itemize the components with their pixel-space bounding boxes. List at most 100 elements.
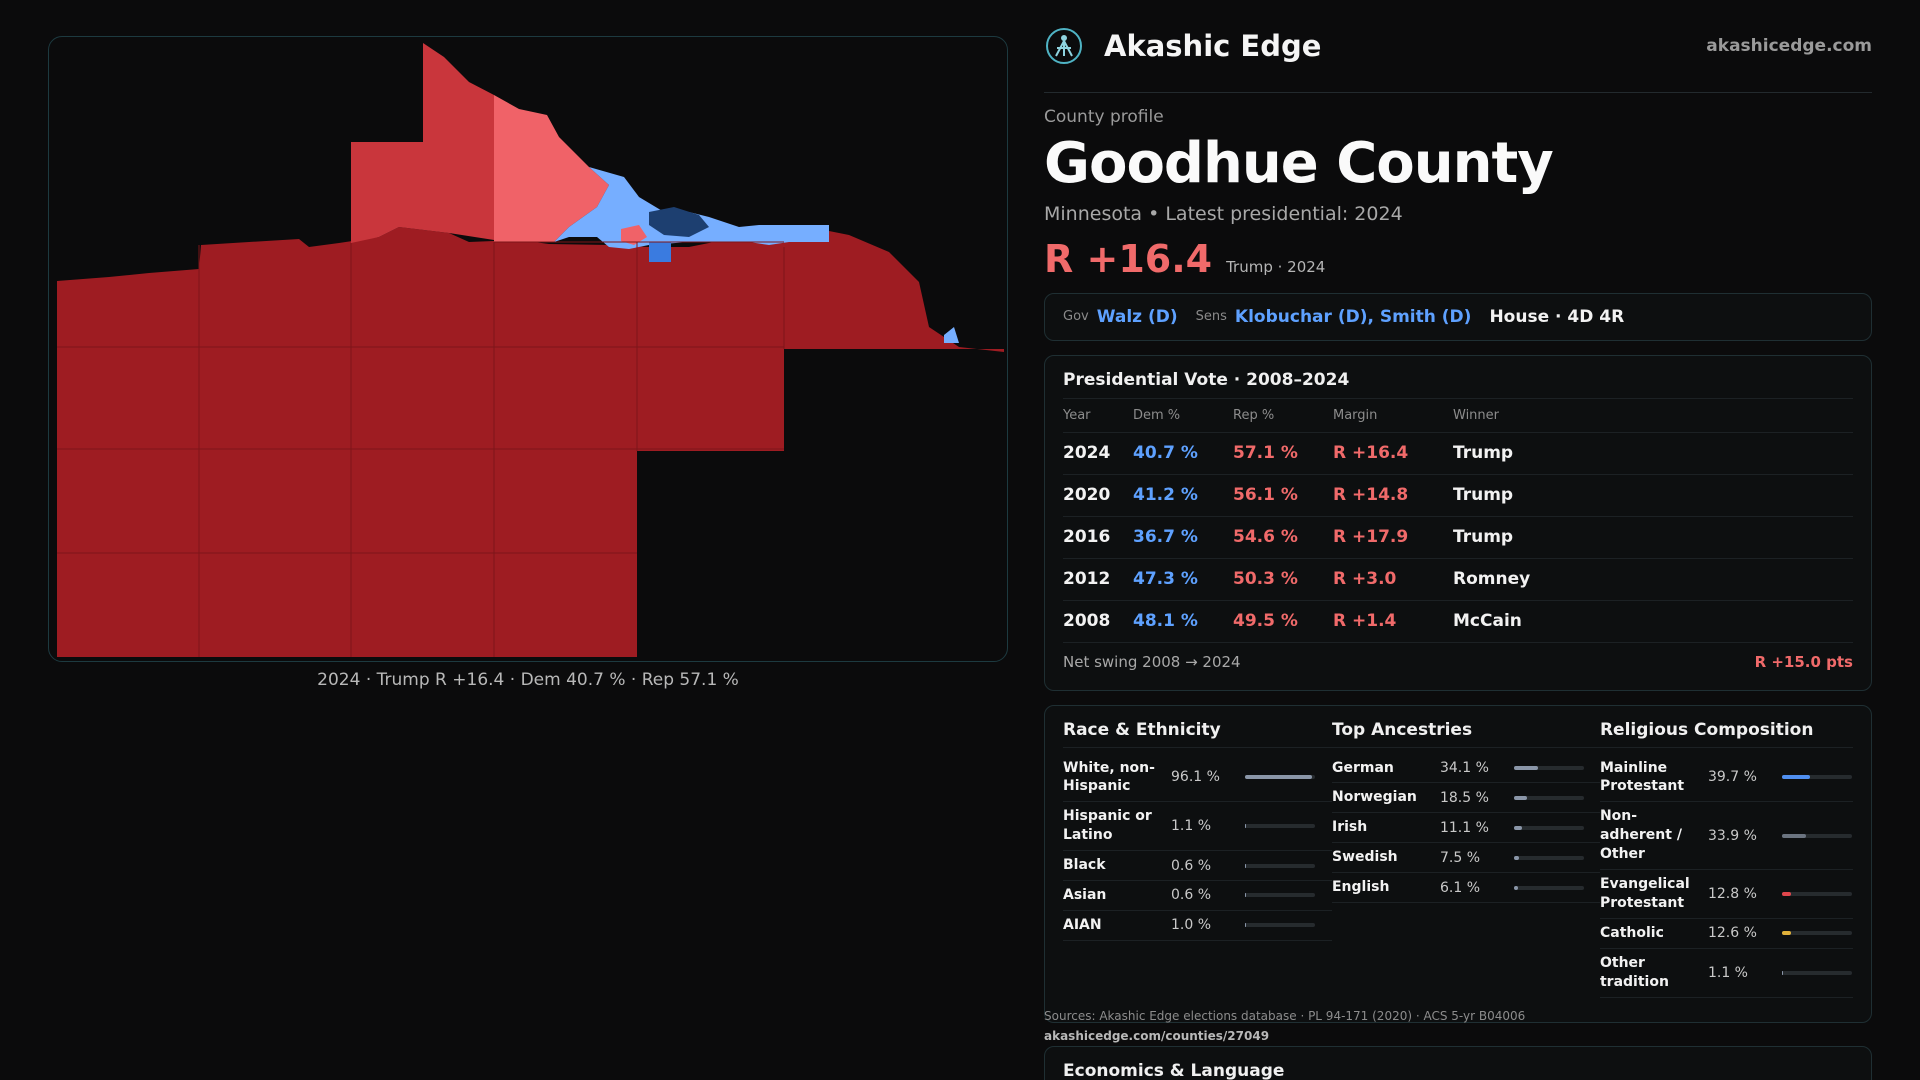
demographics-card: Race & Ethnicity White, non-Hispanic 96.1… xyxy=(1044,704,1872,1023)
stat-row: Evangelical Protestant 12.8 % xyxy=(1599,870,1854,919)
map-precinct-region[interactable] xyxy=(649,207,709,237)
row-margin: R +3.0 xyxy=(1333,558,1453,601)
sens-label: Sens xyxy=(1195,309,1227,325)
presidential-vote-card: Presidential Vote · 2008–2024 Year Dem %… xyxy=(1044,354,1872,691)
stat-percent: 7.5 % xyxy=(1439,849,1481,866)
sources-text: Sources: Akashic Edge elections database… xyxy=(1044,1009,1526,1023)
stat-bar-fill xyxy=(1781,970,1784,975)
map-precinct-region[interactable] xyxy=(351,43,494,243)
stat-percent: 1.0 % xyxy=(1171,917,1212,934)
stat-percent: 1.1 % xyxy=(1707,964,1748,981)
religion-column: Religious Composition Mainline Protestan… xyxy=(1599,720,1854,1022)
stat-percent: 39.7 % xyxy=(1707,769,1757,786)
stat-bar-fill xyxy=(1245,863,1247,868)
stat-row: English 6.1 % xyxy=(1331,873,1600,904)
col-dem: Dem % xyxy=(1133,397,1233,433)
stat-name: Irish xyxy=(1331,819,1368,836)
ancestry-column: Top Ancestries German 34.1 % Norwegian 18.5… xyxy=(1331,720,1600,1022)
stat-name: AIAN xyxy=(1063,916,1102,933)
stat-bar-fill xyxy=(1781,891,1791,896)
stat-bar-fill xyxy=(1513,795,1527,800)
county-url-link[interactable]: akashicedge.com/counties/27049 xyxy=(1044,1029,1270,1044)
row-year: 2020 xyxy=(1063,474,1133,517)
stat-bar-fill xyxy=(1245,824,1247,829)
ancestry-list: German 34.1 % Norwegian 18.5 % Irish 11.1 % Sw… xyxy=(1331,754,1600,904)
stat-bar xyxy=(1513,766,1584,771)
stat-percent: 18.5 % xyxy=(1439,789,1489,806)
stat-bar xyxy=(1781,891,1852,896)
ancestry-title: Top Ancestries xyxy=(1331,720,1600,748)
officials-bar: Gov Walz (D) Sens Klobuchar (D), Smith (… xyxy=(1044,292,1872,341)
stat-bar xyxy=(1781,931,1852,936)
col-year: Year xyxy=(1063,397,1133,433)
row-rep: 54.6 % xyxy=(1233,516,1333,559)
row-year: 2024 xyxy=(1063,432,1133,475)
stat-name: Mainline Protestant xyxy=(1599,759,1685,795)
stat-bar xyxy=(1781,833,1852,838)
stat-name: Norwegian xyxy=(1331,789,1417,806)
stat-bar xyxy=(1513,825,1584,830)
stat-bar-fill xyxy=(1513,855,1520,860)
row-winner: Romney xyxy=(1453,558,1853,601)
map-precinct-region[interactable] xyxy=(554,167,829,249)
stat-bar-fill xyxy=(1781,931,1791,936)
stat-percent: 12.6 % xyxy=(1707,925,1757,942)
senators-value: Klobuchar (D), Smith (D) xyxy=(1234,306,1472,327)
map-precinct-region[interactable] xyxy=(57,227,1004,657)
map-precinct-region[interactable] xyxy=(621,225,647,245)
stat-name: Evangelical Protestant xyxy=(1599,876,1690,911)
precinct-boundaries xyxy=(57,241,785,657)
map-precinct-region[interactable] xyxy=(494,95,609,242)
table-row: 2012 47.3 % 50.3 % R +3.0 Romney xyxy=(1063,558,1853,601)
row-rep: 49.5 % xyxy=(1233,600,1333,643)
stat-bar xyxy=(1245,824,1315,829)
row-winner: Trump xyxy=(1453,474,1853,517)
stat-bar xyxy=(1245,775,1315,780)
county-map[interactable] xyxy=(48,36,1008,662)
row-dem: 36.7 % xyxy=(1133,516,1233,559)
stat-row: Swedish 7.5 % xyxy=(1331,843,1600,874)
economics-title: Economics & Language xyxy=(1063,1061,1285,1080)
row-winner: McCain xyxy=(1453,600,1853,643)
row-margin: R +14.8 xyxy=(1333,474,1453,517)
presidential-table: Year Dem % Rep % Margin Winner 2024 40.7… xyxy=(1063,397,1853,643)
stat-name: Catholic xyxy=(1599,924,1664,941)
stat-bar-fill xyxy=(1781,833,1806,838)
stat-bar-fill xyxy=(1781,775,1810,780)
stat-percent: 34.1 % xyxy=(1439,760,1489,777)
eyebrow-label: County profile xyxy=(1044,107,1164,127)
site-link[interactable]: akashicedge.com xyxy=(1706,36,1872,56)
stat-bar xyxy=(1245,863,1315,868)
race-list: White, non-Hispanic 96.1 % Hispanic or Lat… xyxy=(1063,754,1332,941)
swing-label: Net swing 2008 → 2024 xyxy=(1063,652,1241,671)
stat-percent: 33.9 % xyxy=(1707,827,1757,844)
brand-name: Akashic Edge xyxy=(1104,29,1322,63)
stat-row: Norwegian 18.5 % xyxy=(1331,783,1600,814)
map-precinct-region[interactable] xyxy=(944,327,959,343)
house-delegation: House · 4D 4R xyxy=(1489,306,1625,327)
stat-bar-fill xyxy=(1513,885,1519,890)
sources-footer: Sources: Akashic Edge elections database… xyxy=(1044,1006,1525,1047)
row-dem: 47.3 % xyxy=(1133,558,1233,601)
county-subtitle: Minnesota • Latest presidential: 2024 xyxy=(1044,202,1403,225)
stat-name: Asian xyxy=(1063,887,1107,904)
row-rep: 50.3 % xyxy=(1233,558,1333,601)
row-year: 2016 xyxy=(1063,516,1133,559)
map-precinct-region[interactable] xyxy=(649,242,671,262)
row-winner: Trump xyxy=(1453,516,1853,559)
stat-row: Irish 11.1 % xyxy=(1331,813,1600,844)
swing-value: R +15.0 pts xyxy=(1754,652,1853,671)
stat-bar xyxy=(1245,923,1315,928)
stat-bar xyxy=(1513,795,1584,800)
row-dem: 48.1 % xyxy=(1133,600,1233,643)
race-title: Race & Ethnicity xyxy=(1063,720,1332,748)
economics-card: Economics & Language xyxy=(1044,1046,1872,1080)
row-margin: R +1.4 xyxy=(1333,600,1453,643)
headline-margin: R +16.4 xyxy=(1044,236,1213,281)
stat-bar-fill xyxy=(1245,775,1313,780)
stat-percent: 0.6 % xyxy=(1171,857,1212,874)
table-header-row: Year Dem % Rep % Margin Winner xyxy=(1063,397,1853,433)
stat-percent: 0.6 % xyxy=(1171,887,1212,904)
stat-row: Asian 0.6 % xyxy=(1063,881,1332,911)
row-margin: R +16.4 xyxy=(1333,432,1453,475)
